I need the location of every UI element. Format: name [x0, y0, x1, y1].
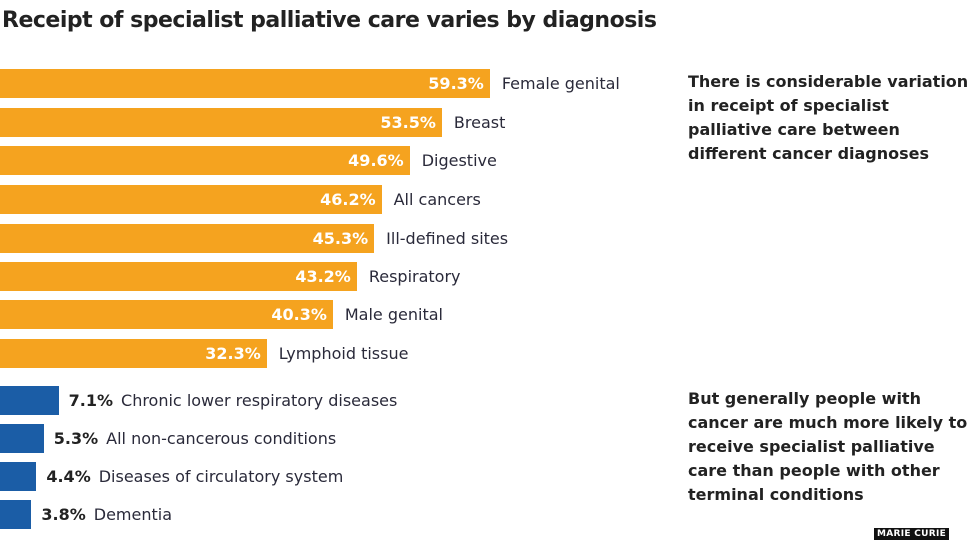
bar-row: 49.6% Digestive — [0, 146, 497, 175]
bar — [0, 500, 32, 529]
data-label: 4.4% — [46, 467, 91, 486]
data-label: 32.3% — [205, 344, 261, 363]
data-label: 7.1% — [68, 391, 114, 410]
category-label: All non-cancerous conditions — [106, 429, 337, 448]
bar: 45.3% — [0, 224, 375, 253]
data-label: 43.2% — [295, 267, 351, 286]
bar-row: 40.3% Male genital — [0, 300, 443, 329]
data-label: 3.8% — [41, 505, 86, 524]
category-label: Chronic lower respiratory diseases — [121, 391, 398, 410]
bar-row: 53.5% Breast — [0, 108, 505, 137]
bar: 46.2% — [0, 185, 382, 214]
bar: 32.3% — [0, 339, 267, 368]
data-label: 40.3% — [271, 305, 327, 324]
data-label: 45.3% — [312, 229, 369, 248]
annotation-cancer: There is considerable variation in recei… — [688, 72, 969, 163]
bar-row: 5.3% All non-cancerous conditions — [0, 424, 336, 453]
bar — [0, 462, 37, 491]
bar-row: 46.2% All cancers — [0, 185, 481, 214]
category-label: Ill-defined sites — [386, 229, 509, 248]
category-label: Diseases of circulatory system — [98, 467, 344, 486]
annotation-non-cancer: But generally people with cancer are muc… — [688, 389, 968, 504]
data-label: 53.5% — [380, 113, 436, 132]
data-label: 59.3% — [428, 74, 484, 93]
data-label: 49.6% — [348, 151, 404, 170]
data-label: 5.3% — [53, 429, 99, 448]
bar-row: 43.2% Respiratory — [0, 262, 461, 291]
bar — [0, 386, 59, 415]
category-label: Respiratory — [368, 267, 461, 286]
bar-row: 32.3% Lymphoid tissue — [0, 339, 408, 368]
bar — [0, 424, 44, 453]
data-label: 46.2% — [320, 190, 376, 209]
marie-curie-logo: MARIE CURIE — [874, 528, 950, 540]
category-label: Lymphoid tissue — [278, 344, 409, 363]
bar-row: 3.8% Dementia — [0, 500, 172, 529]
category-label: Breast — [453, 113, 506, 132]
bar: 59.3% — [0, 69, 490, 98]
bar-row: 4.4% Diseases of circulatory system — [0, 462, 343, 491]
bar: 40.3% — [0, 300, 333, 329]
category-label: Dementia — [93, 505, 173, 524]
category-label: Female genital — [501, 74, 620, 93]
bar-row: 45.3% Ill-defined sites — [0, 224, 508, 253]
bar: 49.6% — [0, 146, 410, 175]
category-label: All cancers — [393, 190, 481, 209]
chart-title: Receipt of specialist palliative care va… — [2, 8, 657, 33]
bar: 53.5% — [0, 108, 442, 137]
category-label: Digestive — [421, 151, 497, 170]
bar-row: 7.1% Chronic lower respiratory diseases — [0, 386, 397, 415]
category-label: Male genital — [344, 305, 443, 324]
bar: 43.2% — [0, 262, 357, 291]
bar-row: 59.3% Female genital — [0, 69, 620, 98]
